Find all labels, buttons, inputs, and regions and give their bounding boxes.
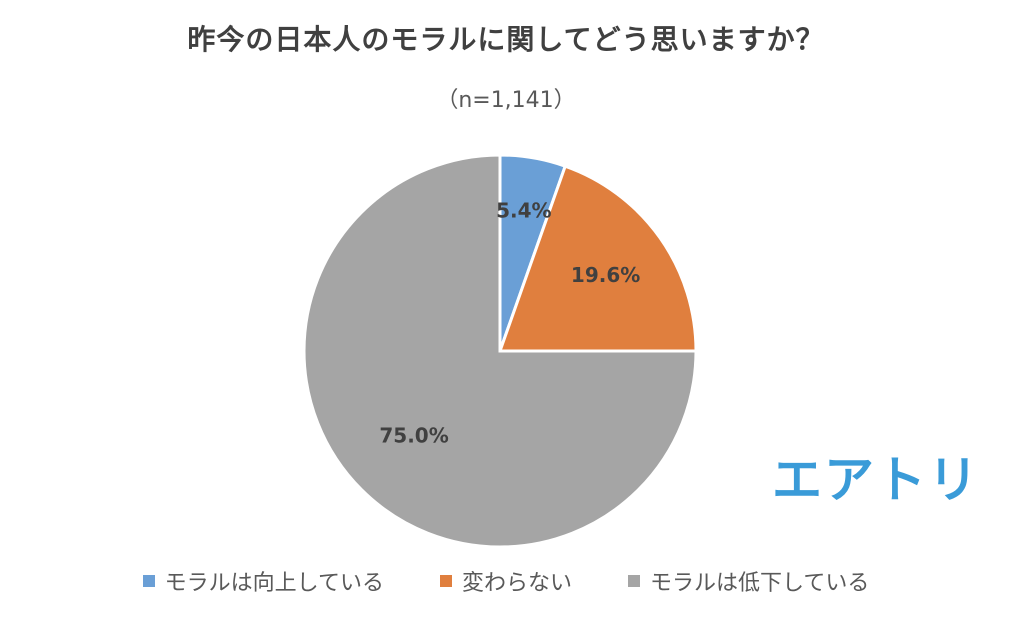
slice-label-unchanged: 19.6% xyxy=(571,263,640,287)
legend-item-declining: モラルは低下している xyxy=(628,565,869,597)
pie-slice-declining xyxy=(302,153,698,549)
slice-label-declining: 75.0% xyxy=(379,423,448,447)
slice-label-improving: 5.4% xyxy=(496,198,551,222)
legend-swatch-declining xyxy=(628,575,640,587)
legend-swatch-unchanged xyxy=(439,575,452,587)
airtrip-logo: エアトリ xyxy=(772,451,980,509)
pie-slice-unchanged xyxy=(497,164,698,353)
legend-label-improving: モラルは向上している xyxy=(164,571,384,596)
legend-item-improving: モラルは向上している xyxy=(142,565,384,597)
chart-subtitle: （n=1,141） xyxy=(436,88,576,113)
legend-item-unchanged: 変わらない xyxy=(439,565,572,597)
slice-labels: 5.4% 19.6% 75.0% xyxy=(379,198,640,447)
legend-swatch-improving xyxy=(142,575,155,587)
legend: モラルは向上している 変わらない モラルは低下している xyxy=(0,565,1012,597)
legend-label-declining: モラルは低下している xyxy=(650,571,870,596)
legend-label-unchanged: 変わらない xyxy=(461,571,572,596)
chart-title: 昨今の日本人のモラルに関してどう思いますか？ xyxy=(187,23,825,56)
pie-slices xyxy=(302,153,698,549)
